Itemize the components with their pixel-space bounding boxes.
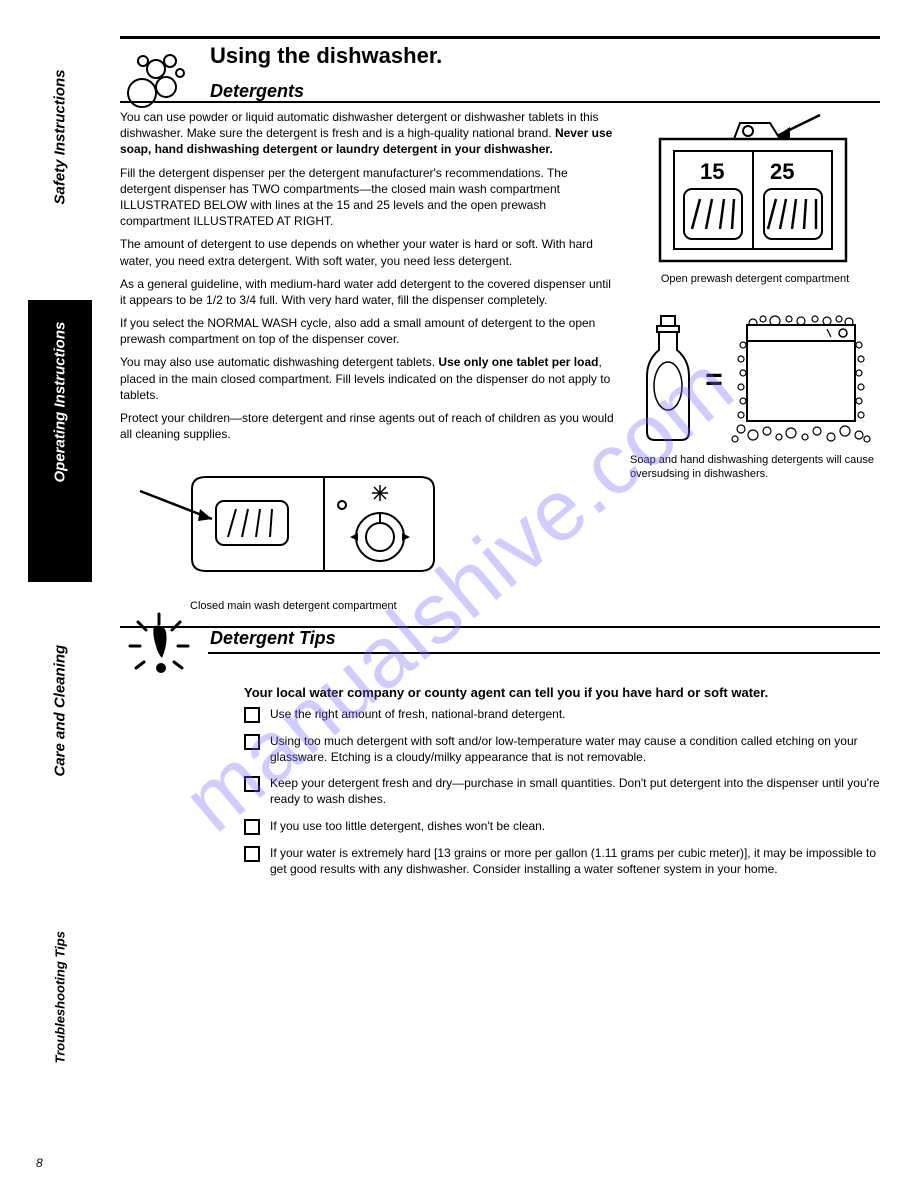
page-title: Using the dishwasher. xyxy=(210,43,442,69)
figure-soap-suds: = xyxy=(630,309,880,482)
rule-tips-under xyxy=(208,652,880,654)
checkbox-icon xyxy=(244,776,260,792)
tip-item-5: If your water is extremely hard [13 grai… xyxy=(244,845,880,877)
checkbox-icon xyxy=(244,819,260,835)
sidebar-block-safety: Safety Instructions xyxy=(28,30,92,300)
svg-text:15: 15 xyxy=(700,159,724,184)
svg-text:25: 25 xyxy=(770,159,794,184)
tip-item-2: Using too much detergent with soft and/o… xyxy=(244,733,880,765)
detergent-para-4: As a general guideline, with medium-hard… xyxy=(120,276,614,308)
checkbox-icon xyxy=(244,707,260,723)
checkbox-icon xyxy=(244,734,260,750)
bubbles-icon xyxy=(120,39,200,111)
sidebar-block-operating: Operating Instructions xyxy=(28,300,92,582)
equals-sign: = xyxy=(705,360,723,399)
figure-open-prewash: 15 25 xyxy=(630,109,870,269)
section-title-tips: Detergent Tips xyxy=(210,628,336,649)
figure-caption-open-prewash: Open prewash detergent compartment xyxy=(630,273,880,285)
detergent-para-3: The amount of detergent to use depends o… xyxy=(120,236,614,268)
detergent-para-2: Fill the detergent dispenser per the det… xyxy=(120,165,614,230)
tip-icon xyxy=(120,610,198,688)
figure-caption-soap-suds: Soap and hand dishwashing detergents wil… xyxy=(630,453,880,482)
rule-top xyxy=(120,36,880,39)
tip-item-1: Use the right amount of fresh, national-… xyxy=(244,706,880,723)
tip-item-3: Keep your detergent fresh and dry—purcha… xyxy=(244,775,880,807)
tips-intro: Your local water company or county agent… xyxy=(244,684,880,702)
detergent-para-5: If you select the NORMAL WASH cycle, als… xyxy=(120,315,614,347)
detergent-para-6: You may also use automatic dishwashing d… xyxy=(120,354,614,403)
section-title-detergents: Detergents xyxy=(210,81,304,102)
detergent-para-1: You can use powder or liquid automatic d… xyxy=(120,109,614,158)
checkbox-icon xyxy=(244,846,260,862)
figure-caption-main-wash: Closed main wash detergent compartment xyxy=(190,599,614,614)
detergent-para-7: Protect your children—store detergent an… xyxy=(120,410,614,442)
sidebar-block-troubleshooting: Troubleshooting Tips xyxy=(28,890,92,1160)
page-number: 8 xyxy=(36,1156,43,1170)
figure-main-wash-compartment: Closed main wash detergent compartment xyxy=(120,449,614,614)
sidebar: Safety Instructions Operating Instructio… xyxy=(28,30,92,1160)
sidebar-block-care: Care and Cleaning xyxy=(28,582,92,890)
tip-item-4: If you use too little detergent, dishes … xyxy=(244,818,880,835)
